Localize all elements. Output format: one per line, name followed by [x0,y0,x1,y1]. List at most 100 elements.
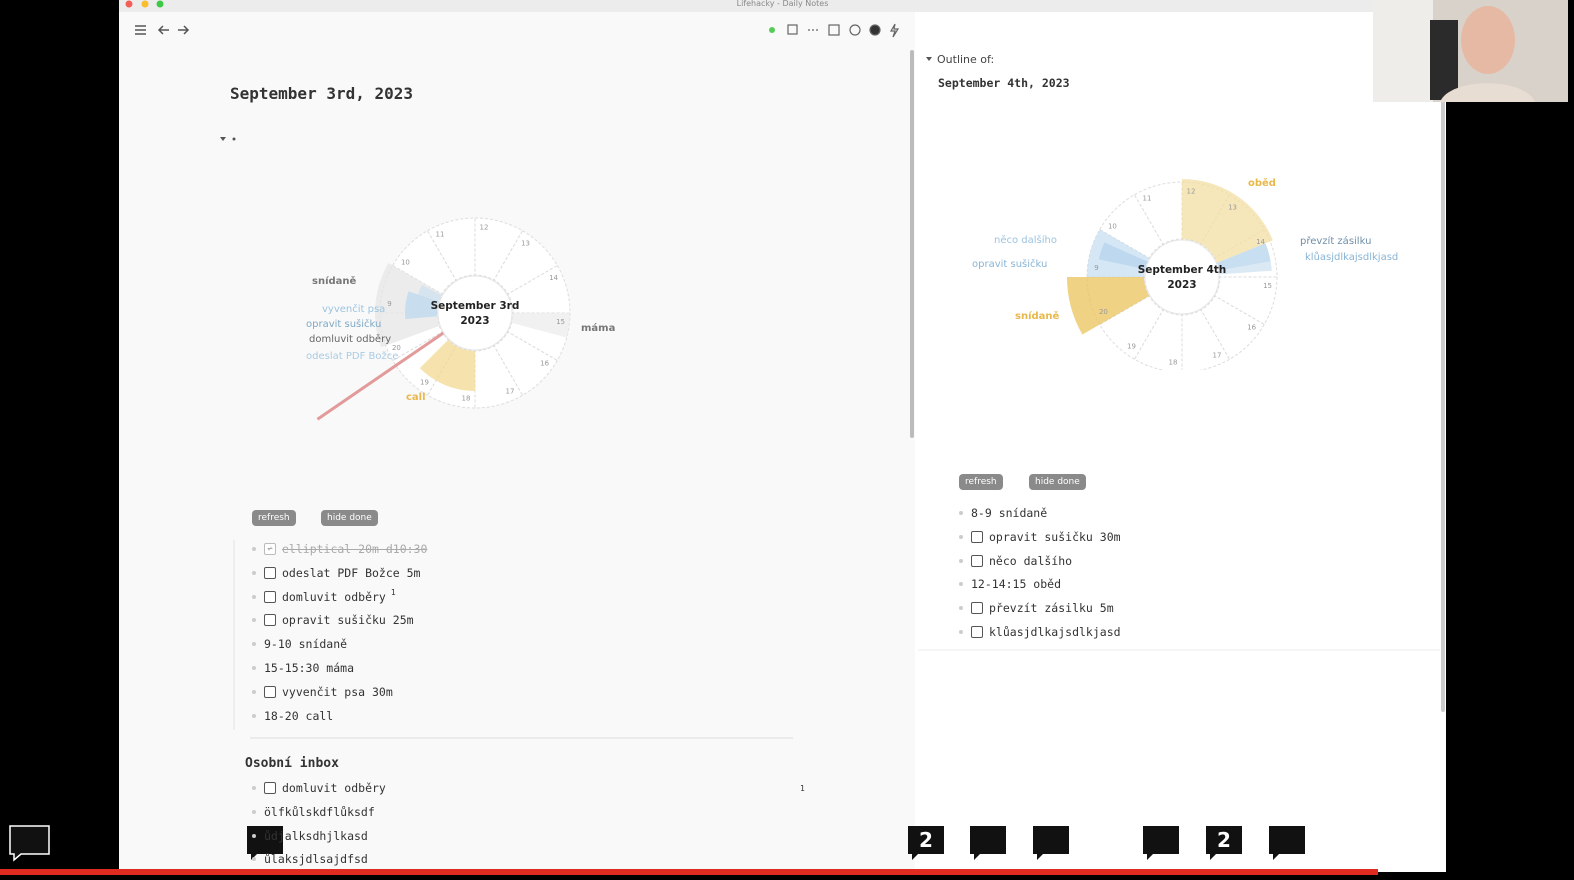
bullet[interactable] [252,547,256,551]
block[interactable]: ůlaksjdlsajdfsd [252,852,368,866]
checkbox[interactable] [264,614,276,627]
bullet[interactable] [252,666,256,670]
hour-label: 16 [540,360,549,368]
ref-count[interactable]: 1 [800,783,805,793]
block[interactable]: odeslat PDF Božce 5m [252,566,420,580]
checkbox[interactable] [971,554,983,567]
wheel-center: 2023 [1167,279,1196,291]
video-progress[interactable] [0,869,1378,875]
comment-icon[interactable] [908,826,944,860]
checkbox[interactable] [264,590,276,603]
bullet[interactable] [959,630,963,634]
bullet[interactable] [252,833,256,838]
bullet[interactable] [959,558,963,563]
block[interactable]: 12-14:15 oběd [959,577,1061,591]
ref-count[interactable]: 1 [390,588,396,598]
flash-icon[interactable] [889,23,900,38]
collapse-arrow[interactable] [220,137,226,141]
calendar-icon[interactable] [787,24,798,35]
bullet[interactable] [959,606,963,611]
bullet[interactable] [252,594,256,599]
wheel-label: klůasjdlkajsdlkjasd [1305,251,1398,263]
help-icon[interactable] [849,24,861,36]
theme-icon[interactable] [869,24,881,36]
block[interactable]: převzít zásilku 5m [959,601,1114,615]
block[interactable]: 8-9 snídaně [959,506,1047,520]
block[interactable]: opravit sušičku 30m [959,530,1121,544]
checkbox[interactable]: ✓ [264,543,276,555]
refresh-button[interactable]: refresh [252,510,296,526]
inbox-heading[interactable]: Osobní inbox [245,756,339,771]
wheel-label: domluvit odběry [309,333,391,345]
bullet[interactable] [252,809,256,814]
block[interactable]: 15-15:30 máma [252,661,354,675]
bullet[interactable] [252,713,256,718]
forward-icon[interactable] [178,25,190,35]
bullet[interactable] [959,582,963,587]
block[interactable]: vyvenčit psa 30m [252,685,393,699]
block-text: klůasjdlkajsdlkjasd [989,625,1121,639]
comment-icon[interactable] [1143,826,1179,860]
wheel-hole [1144,239,1220,315]
block-text: vyvenčit psa 30m [282,684,393,699]
block[interactable]: domluvit odběry 1 [252,588,396,604]
checkbox[interactable] [971,530,983,543]
block-text: domluvit odběry [282,781,386,795]
hide-done-button[interactable]: hide done [321,510,378,526]
bullet[interactable] [252,618,256,623]
block[interactable]: ✓ elliptical 20m d10:30 [252,542,427,556]
checkbox[interactable] [264,566,276,579]
checkbox[interactable] [971,626,983,638]
block-text: odeslat PDF Božce 5m [282,565,421,580]
bullet[interactable] [252,786,256,790]
min-dot[interactable] [141,0,149,8]
bullet[interactable] [252,642,256,647]
refresh-button[interactable]: refresh [959,474,1003,490]
hour-label: 11 [1143,194,1152,202]
hour-segment [1099,194,1164,259]
comment-icon[interactable] [9,825,50,862]
comment-icon[interactable] [1033,826,1069,860]
comment-icon[interactable] [247,826,283,860]
close-dot[interactable] [125,0,133,8]
hour-label: 14 [549,274,558,282]
hour-label: 18 [462,395,471,403]
scrollbar [910,50,914,438]
bullet[interactable] [252,570,256,575]
checkbox[interactable] [264,782,276,794]
block[interactable]: opravit sušičku 25m [252,613,414,627]
back-icon[interactable] [157,25,169,35]
bullet[interactable] [959,534,963,539]
block-text: ölfkůlskdflůksdf [264,804,375,819]
hour-label: 20 [1099,308,1108,316]
max-dot[interactable] [156,0,164,8]
collapse-arrow[interactable] [926,57,932,61]
bullet[interactable] [252,857,256,862]
webcam-face [1461,6,1515,74]
comment-icon[interactable] [1206,826,1242,860]
webcam-chair [1430,20,1458,100]
block[interactable]: 9-10 snídaně [252,637,347,651]
block[interactable]: ölfkůlskdflůksdf [252,805,375,819]
hide-done-button[interactable]: hide done [1029,474,1086,490]
checkbox[interactable] [264,685,276,698]
menu-icon[interactable] [135,25,146,35]
hour-label: 15 [1263,282,1272,290]
outline-label: Outline of: [937,53,995,66]
hour-label: 14 [1256,238,1265,246]
page-title[interactable]: September 4th, 2023 [938,76,1070,90]
block[interactable]: něco dalšího [959,554,1072,568]
comment-count: 2 [919,828,933,852]
bullet[interactable] [959,511,963,515]
block[interactable]: klůasjdlkajsdlkjasd [959,625,1121,639]
event-segment [1219,261,1272,275]
comment-icon[interactable] [1269,826,1305,860]
sidebar-icon[interactable] [828,24,840,36]
block[interactable]: ůdjalksdhjlkasd [252,829,368,843]
bullet[interactable] [252,689,256,694]
comment-icon[interactable] [970,826,1006,860]
page-title[interactable]: September 3rd, 2023 [230,84,414,103]
block[interactable]: 18-20 call [252,709,333,723]
block[interactable]: domluvit odběry 1 [252,781,805,795]
checkbox[interactable] [971,602,983,615]
